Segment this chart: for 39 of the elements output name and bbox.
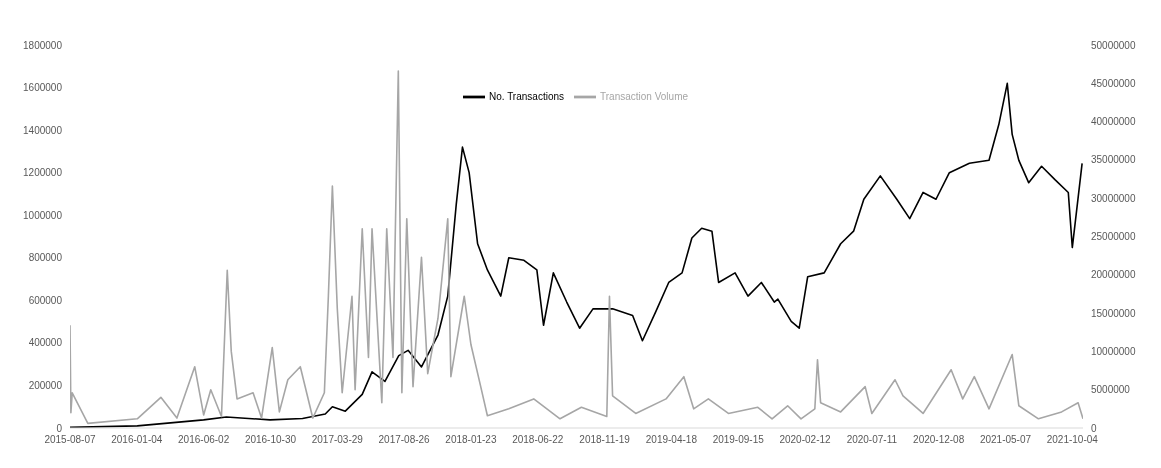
- y-tick-label: 1800000: [23, 39, 63, 51]
- x-tick-label: 2016-06-02: [178, 434, 230, 446]
- x-tick-label: 2016-01-04: [111, 434, 163, 446]
- y2-tick-label: 20000000: [1091, 269, 1136, 281]
- y-tick-label: 1200000: [23, 167, 63, 179]
- x-tick-label: 2017-03-29: [311, 434, 364, 446]
- x-tick-label: 2018-11-19: [579, 434, 631, 446]
- y2-tick-label: 15000000: [1091, 307, 1136, 319]
- y-tick-label: 1400000: [23, 124, 63, 136]
- x-tick-label: 2020-07-11: [846, 434, 898, 446]
- legend-label: Transaction Volume: [600, 90, 689, 102]
- y-tick-label: 1000000: [23, 209, 63, 221]
- x-tick-label: 2020-12-08: [913, 434, 965, 446]
- y2-tick-label: 0: [1091, 422, 1097, 434]
- y2-tick-label: 35000000: [1091, 154, 1136, 166]
- legend-label: No. Transactions: [488, 90, 565, 102]
- y2-tick-label: 45000000: [1091, 77, 1136, 89]
- y2-tick-label: 10000000: [1091, 345, 1136, 357]
- y2-tick-label: 25000000: [1091, 231, 1136, 243]
- y2-tick-label: 30000000: [1091, 192, 1136, 204]
- x-tick-label: 2019-09-15: [712, 434, 765, 446]
- y-tick-label: 1600000: [23, 82, 63, 94]
- x-tick-label: 2020-02-12: [779, 434, 832, 446]
- y2-tick-label: 50000000: [1091, 39, 1136, 51]
- y2-tick-label: 5000000: [1091, 384, 1131, 396]
- x-tick-label: 2015-08-07: [44, 434, 97, 446]
- y-tick-label: 400000: [28, 337, 63, 349]
- x-tick-label: 2018-06-22: [512, 434, 564, 446]
- y-tick-label: 200000: [28, 379, 63, 391]
- x-tick-label: 2021-05-07: [979, 434, 1032, 446]
- x-tick-label: 2018-01-23: [445, 434, 497, 446]
- y-tick-label: 600000: [28, 294, 63, 306]
- y2-tick-label: 40000000: [1091, 116, 1136, 128]
- x-tick-label: 2021-10-04: [1046, 434, 1099, 446]
- x-tick-label: 2016-10-30: [244, 434, 297, 446]
- x-tick-label: 2017-08-26: [378, 434, 431, 446]
- y-tick-label: 800000: [28, 252, 63, 264]
- x-tick-label: 2019-04-18: [645, 434, 698, 446]
- y-tick-label: 0: [56, 422, 63, 434]
